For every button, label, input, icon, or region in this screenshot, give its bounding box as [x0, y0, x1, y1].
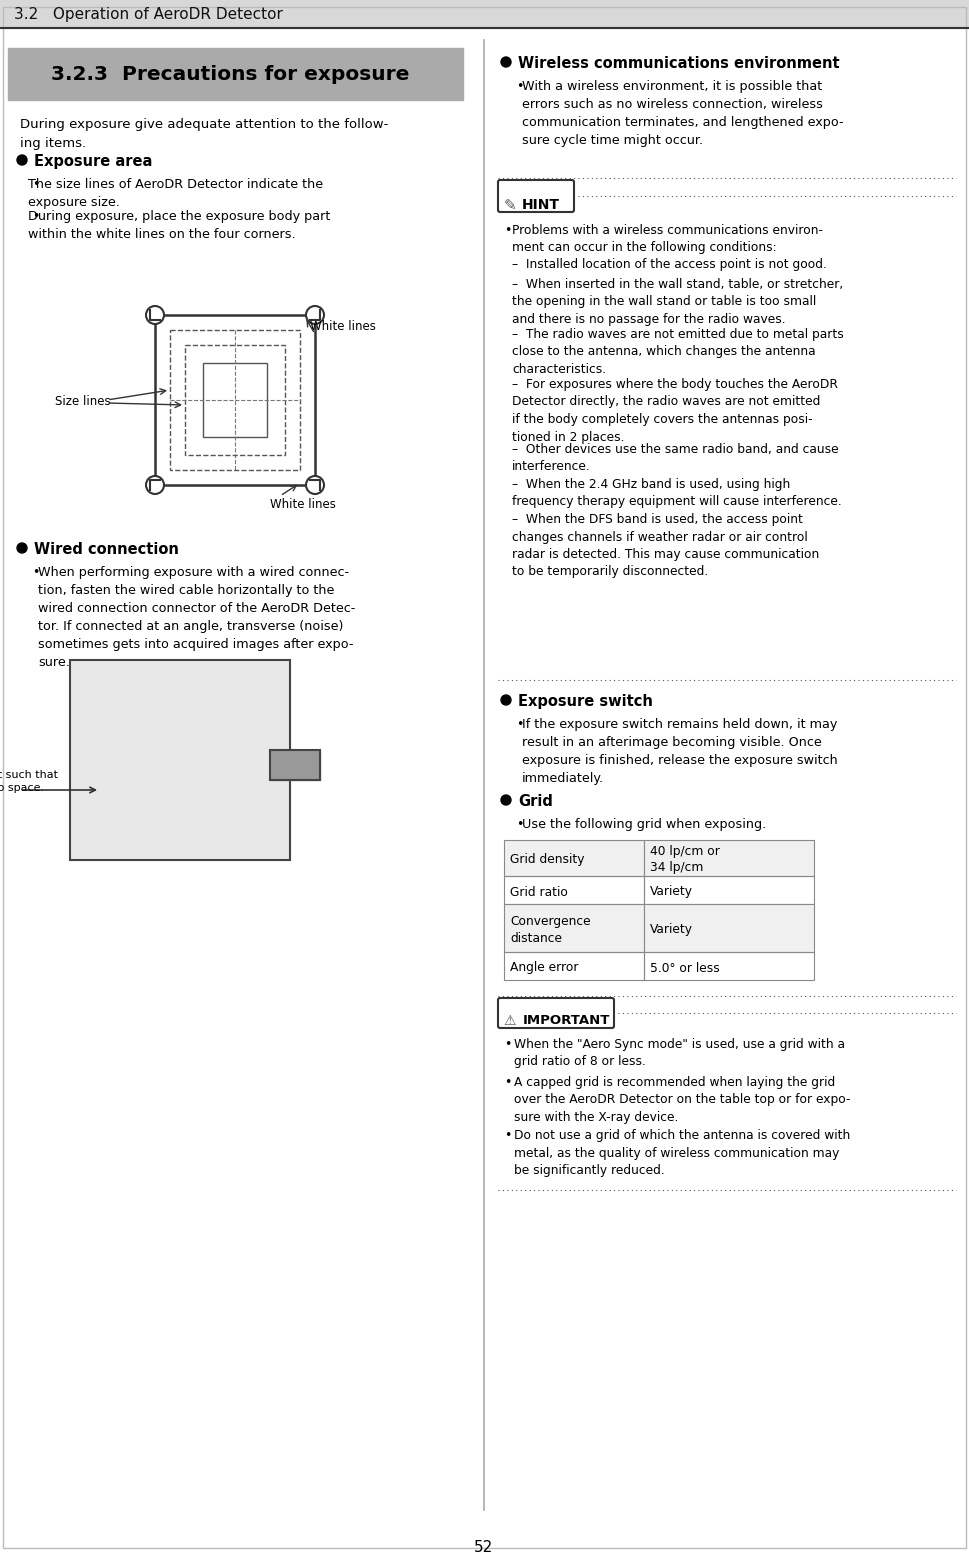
Text: During exposure, place the exposure body part
within the white lines on the four: During exposure, place the exposure body… — [28, 210, 330, 241]
Text: Do not use a grid of which the antenna is covered with
metal, as the quality of : Do not use a grid of which the antenna i… — [514, 1130, 850, 1176]
Text: Grid: Grid — [518, 794, 553, 810]
Text: ⚠: ⚠ — [503, 1015, 516, 1029]
Text: Use the following grid when exposing.: Use the following grid when exposing. — [522, 817, 766, 831]
Text: Wireless communications environment: Wireless communications environment — [518, 56, 839, 71]
Text: •: • — [504, 1075, 512, 1089]
Circle shape — [17, 542, 27, 553]
Text: When performing exposure with a wired connec-
tion, fasten the wired cable horiz: When performing exposure with a wired co… — [38, 566, 356, 670]
FancyBboxPatch shape — [498, 998, 614, 1029]
Text: During exposure give adequate attention to the follow-
ing items.: During exposure give adequate attention … — [20, 118, 389, 151]
Text: Variety: Variety — [650, 923, 693, 937]
Text: The size lines of AeroDR Detector indicate the
exposure size.: The size lines of AeroDR Detector indica… — [28, 179, 323, 208]
Text: •: • — [504, 1130, 512, 1142]
Text: 3.2.3  Precautions for exposure: 3.2.3 Precautions for exposure — [50, 65, 409, 84]
Bar — [0, 0, 969, 28]
Text: 40 lp/cm or 
34 lp/cm: 40 lp/cm or 34 lp/cm — [650, 845, 724, 875]
Text: HINT: HINT — [522, 197, 560, 211]
Text: –  When the 2.4 GHz band is used, using high
frequency therapy equipment will ca: – When the 2.4 GHz band is used, using h… — [512, 479, 842, 508]
Text: Size lines: Size lines — [55, 395, 110, 409]
Circle shape — [17, 155, 27, 165]
Text: A capped grid is recommended when laying the grid
over the AeroDR Detector on th: A capped grid is recommended when laying… — [514, 1075, 851, 1124]
Circle shape — [501, 57, 511, 67]
Text: •: • — [516, 718, 523, 730]
Bar — [644, 876, 814, 904]
Bar — [70, 660, 290, 859]
Circle shape — [146, 306, 164, 323]
Text: –  Other devices use the same radio band, and cause
interference.: – Other devices use the same radio band,… — [512, 443, 838, 474]
Bar — [644, 841, 814, 876]
Text: •: • — [32, 210, 40, 224]
Text: –  Installed location of the access point is not good.: – Installed location of the access point… — [512, 258, 827, 270]
Text: 52: 52 — [475, 1540, 493, 1554]
Text: Grid density: Grid density — [510, 853, 584, 867]
Text: –  For exposures where the body touches the AeroDR
Detector directly, the radio : – For exposures where the body touches t… — [512, 378, 838, 443]
Text: Angle error: Angle error — [510, 962, 578, 974]
Bar — [270, 751, 320, 780]
Text: Wired connection: Wired connection — [34, 542, 179, 556]
Text: ✎: ✎ — [504, 197, 516, 213]
Circle shape — [306, 306, 324, 323]
Circle shape — [306, 476, 324, 494]
Bar — [644, 904, 814, 953]
Text: Exposure area: Exposure area — [34, 154, 152, 169]
Text: Convergence
distance: Convergence distance — [510, 915, 591, 945]
Text: IMPORTANT: IMPORTANT — [523, 1015, 610, 1027]
Bar — [504, 953, 644, 981]
Bar — [504, 904, 644, 953]
Text: Grid ratio: Grid ratio — [510, 886, 568, 898]
Text: White lines: White lines — [270, 497, 336, 511]
Text: •: • — [504, 224, 512, 238]
Text: When the "Aero Sync mode" is used, use a grid with a
grid ratio of 8 or less.: When the "Aero Sync mode" is used, use a… — [514, 1038, 845, 1069]
Bar — [504, 841, 644, 876]
Bar — [504, 876, 644, 904]
Bar — [8, 48, 463, 99]
Text: •: • — [516, 79, 523, 93]
Text: •: • — [32, 179, 40, 191]
Circle shape — [501, 796, 511, 805]
Text: Problems with a wireless communications environ-
ment can occur in the following: Problems with a wireless communications … — [512, 224, 823, 255]
Text: –  The radio waves are not emitted due to metal parts
close to the antenna, whic: – The radio waves are not emitted due to… — [512, 328, 844, 376]
Text: If the exposure switch remains held down, it may
result in an afterimage becomin: If the exposure switch remains held down… — [522, 718, 838, 785]
Text: •: • — [32, 566, 40, 580]
Text: With a wireless environment, it is possible that
errors such as no wireless conn: With a wireless environment, it is possi… — [522, 79, 844, 148]
Bar — [70, 660, 290, 859]
Bar — [270, 751, 320, 780]
Text: 3.2   Operation of AeroDR Detector: 3.2 Operation of AeroDR Detector — [14, 6, 283, 22]
Text: Exposure switch: Exposure switch — [518, 695, 653, 709]
Text: •: • — [504, 1038, 512, 1051]
FancyBboxPatch shape — [498, 180, 574, 211]
Text: –  When the DFS band is used, the access point
changes channels if weather radar: – When the DFS band is used, the access … — [512, 513, 819, 578]
Circle shape — [146, 476, 164, 494]
Bar — [644, 953, 814, 981]
Text: White lines: White lines — [310, 320, 376, 333]
Text: –  When inserted in the wall stand, table, or stretcher,
the opening in the wall: – When inserted in the wall stand, table… — [512, 278, 843, 326]
Text: Connect it such that
there is no space.: Connect it such that there is no space. — [0, 769, 58, 793]
Text: Variety: Variety — [650, 886, 693, 898]
Text: •: • — [516, 817, 523, 831]
Text: 5.0° or less: 5.0° or less — [650, 962, 720, 974]
Circle shape — [501, 695, 511, 706]
